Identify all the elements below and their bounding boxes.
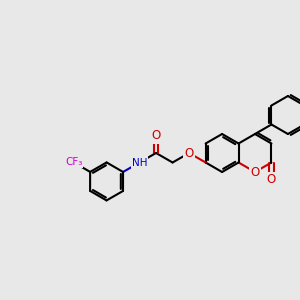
Text: O: O — [152, 129, 161, 142]
Text: NH: NH — [132, 158, 147, 167]
Text: O: O — [250, 166, 260, 178]
Text: CF₃: CF₃ — [65, 158, 82, 167]
Text: O: O — [184, 146, 194, 160]
Text: O: O — [267, 173, 276, 186]
